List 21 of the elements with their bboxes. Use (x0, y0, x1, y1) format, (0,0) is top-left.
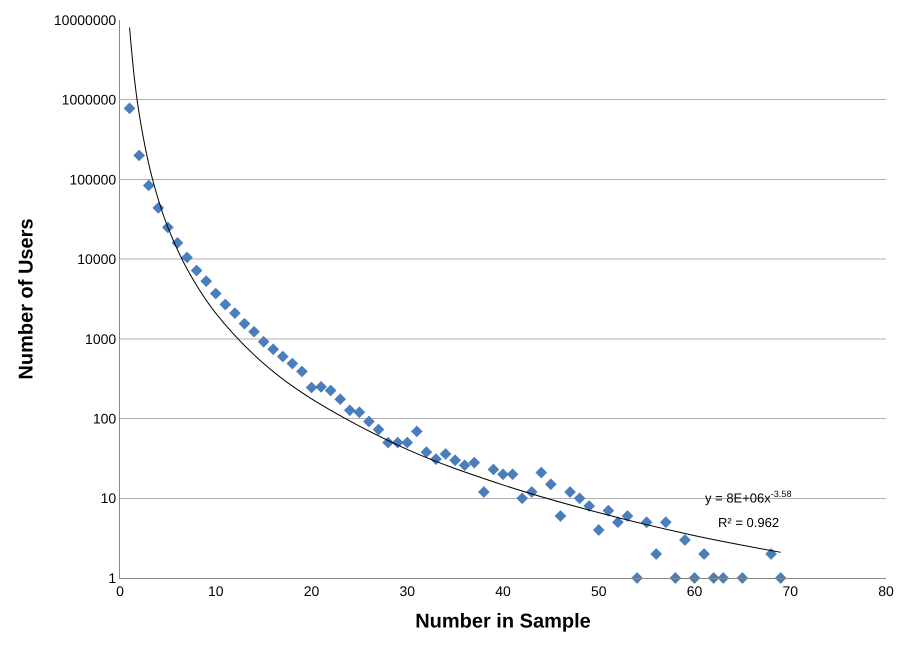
x-tick-label: 50 (590, 582, 607, 599)
y-tick-label: 100000 (69, 171, 116, 188)
annotation: R² = 0.962 (718, 515, 780, 530)
x-tick-label: 80 (878, 582, 894, 599)
x-tick-label: 0 (116, 582, 124, 599)
annotation: y = 8E+06x$^{-3.58}$ (705, 489, 792, 506)
y-tick-label: 10000000 (54, 12, 116, 28)
y-tick-label: 1000 (85, 330, 116, 347)
y-tick-label: 1 (108, 570, 116, 586)
x-tick-label: 40 (495, 582, 511, 599)
x-tick-label: 20 (304, 582, 320, 599)
x-tick-label: 10 (208, 582, 224, 599)
y-tick-label: 10 (100, 490, 116, 506)
x-axis-title: Number in Sample (415, 610, 591, 632)
x-tick-label: 70 (782, 582, 798, 599)
y-tick-label: 1000000 (62, 92, 116, 108)
y-tick-label: 100 (92, 410, 116, 426)
y-tick-label: 10000 (77, 251, 116, 268)
x-tick-label: 30 (399, 582, 416, 599)
y-axis-title: Number of Users (15, 218, 38, 380)
x-tick-label: 60 (686, 582, 702, 599)
